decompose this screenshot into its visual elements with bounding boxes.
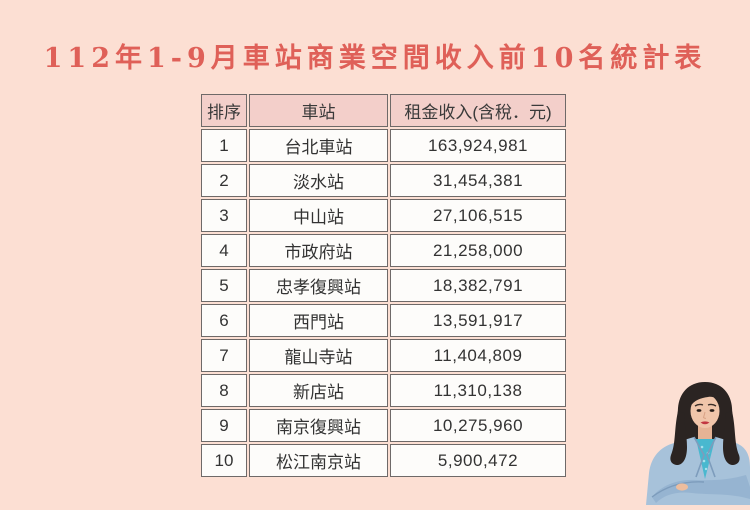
table-header-row: 排序 車站 租金收入(含稅．元) [201,94,566,127]
revenue-table: 排序 車站 租金收入(含稅．元) 1 台北車站 163,924,981 2 淡水… [199,92,568,479]
rank-cell: 8 [201,374,247,407]
revenue-cell: 18,382,791 [390,269,566,302]
rank-cell: 6 [201,304,247,337]
rank-cell: 1 [201,129,247,162]
table-row: 3 中山站 27,106,515 [201,199,566,232]
revenue-cell: 163,924,981 [390,129,566,162]
station-cell: 淡水站 [249,164,388,197]
table-row: 10 松江南京站 5,900,472 [201,444,566,477]
revenue-cell: 11,310,138 [390,374,566,407]
table-row: 2 淡水站 31,454,381 [201,164,566,197]
table-row: 9 南京復興站 10,275,960 [201,409,566,442]
station-cell: 新店站 [249,374,388,407]
revenue-cell: 21,258,000 [390,234,566,267]
woman-presenter-illustration [646,382,750,505]
table-row: 7 龍山寺站 11,404,809 [201,339,566,372]
revenue-cell: 10,275,960 [390,409,566,442]
header-rank: 排序 [201,94,247,127]
station-cell: 市政府站 [249,234,388,267]
page-title: 112年1-9月車站商業空間收入前10名統計表 [43,43,707,74]
station-cell: 西門站 [249,304,388,337]
table-row: 4 市政府站 21,258,000 [201,234,566,267]
station-cell: 中山站 [249,199,388,232]
rank-cell: 3 [201,199,247,232]
revenue-cell: 5,900,472 [390,444,566,477]
rank-cell: 10 [201,444,247,477]
table-row: 1 台北車站 163,924,981 [201,129,566,162]
rank-cell: 7 [201,339,247,372]
rank-cell: 5 [201,269,247,302]
rank-cell: 4 [201,234,247,267]
woman-presenter-photo [638,381,750,505]
station-cell: 忠孝復興站 [249,269,388,302]
revenue-cell: 27,106,515 [390,199,566,232]
station-cell: 台北車站 [249,129,388,162]
station-cell: 南京復興站 [249,409,388,442]
header-station: 車站 [249,94,388,127]
header-revenue: 租金收入(含稅．元) [390,94,566,127]
station-cell: 龍山寺站 [249,339,388,372]
table-row: 6 西門站 13,591,917 [201,304,566,337]
rank-cell: 9 [201,409,247,442]
table-row: 8 新店站 11,310,138 [201,374,566,407]
table-row: 5 忠孝復興站 18,382,791 [201,269,566,302]
revenue-cell: 31,454,381 [390,164,566,197]
revenue-cell: 11,404,809 [390,339,566,372]
revenue-cell: 13,591,917 [390,304,566,337]
station-cell: 松江南京站 [249,444,388,477]
rank-cell: 2 [201,164,247,197]
